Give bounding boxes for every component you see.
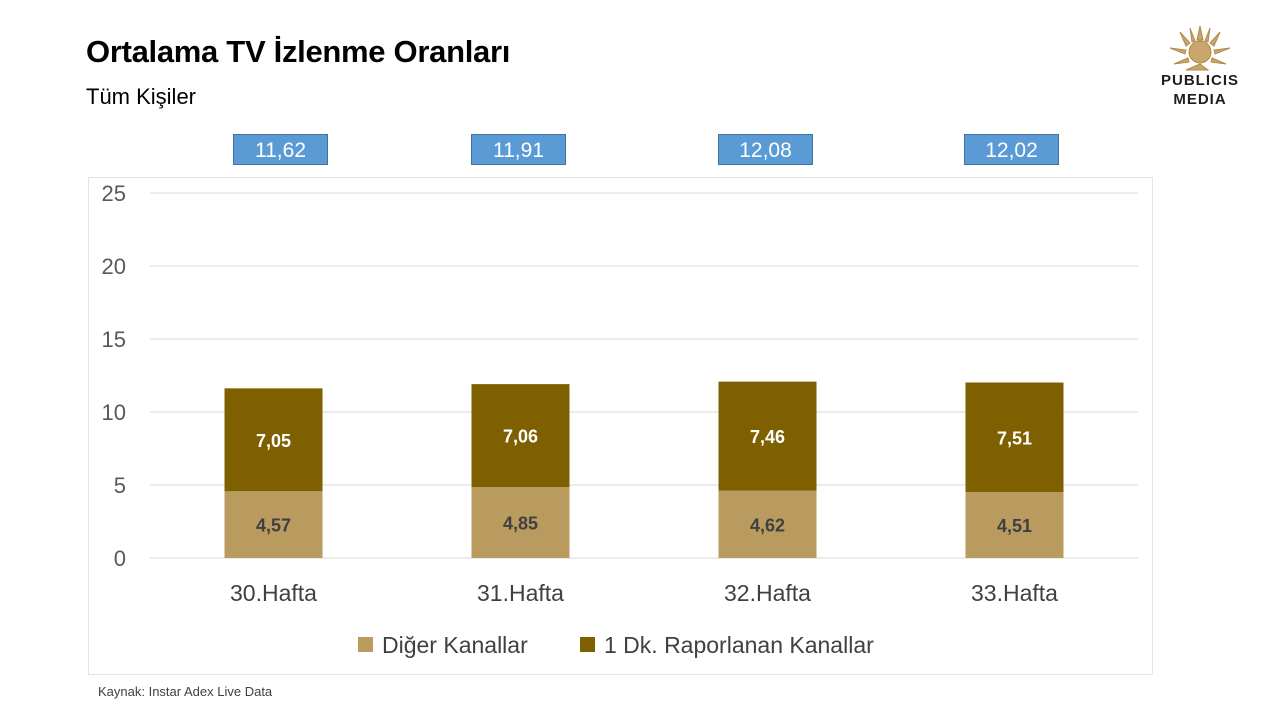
data-label: 7,51 (997, 428, 1032, 448)
data-label: 4,85 (503, 514, 538, 534)
bar-segment-reported (471, 384, 570, 488)
y-tick-label: 0 (114, 546, 126, 571)
legend-swatch (580, 637, 595, 652)
y-tick-label: 10 (102, 400, 126, 425)
data-label: 7,05 (256, 431, 291, 451)
y-tick-label: 25 (102, 181, 126, 206)
logo-text-line1: PUBLICIS (1160, 72, 1239, 89)
bar-segment-other (471, 487, 570, 558)
page-subtitle: Tüm Kişiler (86, 84, 197, 109)
bar-segment-other (718, 490, 817, 558)
lion-head-icon (1169, 25, 1231, 71)
data-label: 4,62 (750, 515, 785, 535)
data-label: 4,51 (997, 516, 1032, 536)
chart-frame (88, 177, 1153, 675)
logo-text-line2: MEDIA (1173, 91, 1227, 108)
y-tick-label: 20 (102, 254, 126, 279)
total-box-4: 12,02 (964, 134, 1059, 165)
source-note: Kaynak: Instar Adex Live Data (98, 684, 273, 699)
x-tick-label: 31.Hafta (477, 580, 564, 606)
legend-label: Diğer Kanallar (382, 632, 528, 658)
bar-segment-reported (718, 381, 817, 491)
bar-segment-reported (965, 382, 1064, 493)
bar-segment-other (965, 492, 1064, 558)
x-tick-label: 33.Hafta (971, 580, 1058, 606)
data-label: 7,46 (750, 427, 785, 447)
y-tick-label: 15 (102, 327, 126, 352)
legend-label: 1 Dk. Raporlanan Kanallar (604, 632, 874, 658)
bar-segment-other (224, 491, 323, 558)
x-tick-label: 30.Hafta (230, 580, 317, 606)
total-box-2: 11,91 (471, 134, 566, 165)
bar-segment-reported (224, 388, 323, 492)
x-tick-label: 32.Hafta (724, 580, 811, 606)
data-label: 4,57 (256, 516, 291, 536)
y-tick-label: 5 (114, 473, 126, 498)
total-box-1: 11,62 (233, 134, 328, 165)
legend-swatch (358, 637, 373, 652)
total-box-3: 12,08 (718, 134, 813, 165)
data-label: 7,06 (503, 427, 538, 447)
page-title: Ortalama TV İzlenme Oranları (86, 34, 511, 69)
publicis-media-logo: PUBLICIS MEDIA (1140, 18, 1260, 114)
